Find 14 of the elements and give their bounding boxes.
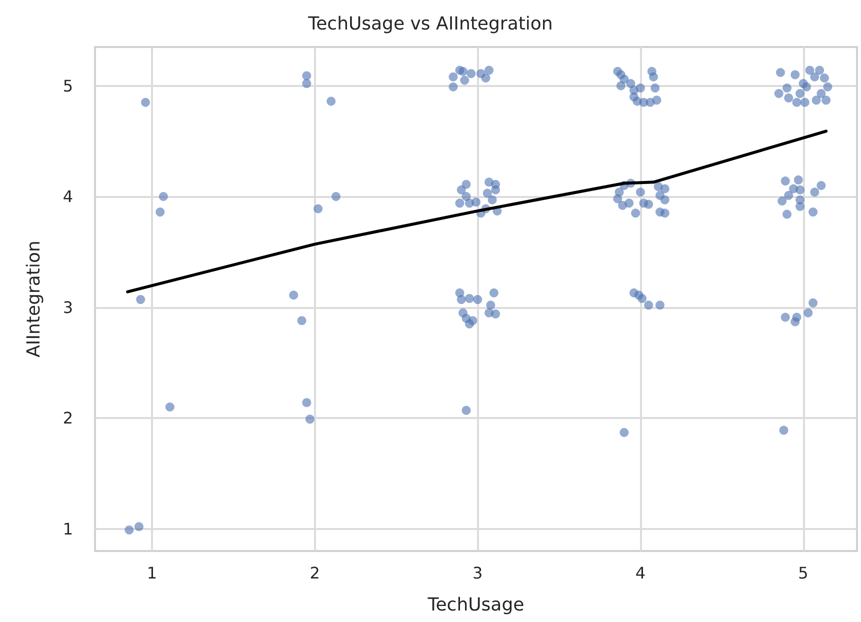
y-tick-label: 4	[62, 187, 73, 206]
line-series	[126, 130, 828, 294]
x-axis-title: TechUsage	[426, 594, 524, 616]
y-tick-label: 2	[62, 408, 73, 428]
chart-title: TechUsage vs AIIntegration	[307, 14, 553, 34]
x-tick-label: 2	[310, 564, 320, 582]
y-tick-label: 5	[62, 76, 73, 96]
x-tick-label: 1	[146, 564, 158, 582]
x-tick-label: 3	[472, 564, 483, 582]
x-tick-label: 4	[635, 564, 646, 582]
x-tick-label: 5	[798, 564, 808, 582]
y-axis-title: AIIntegration	[24, 240, 44, 358]
y-tick-label: 1	[62, 519, 73, 538]
y-tick-label: 3	[62, 298, 73, 317]
